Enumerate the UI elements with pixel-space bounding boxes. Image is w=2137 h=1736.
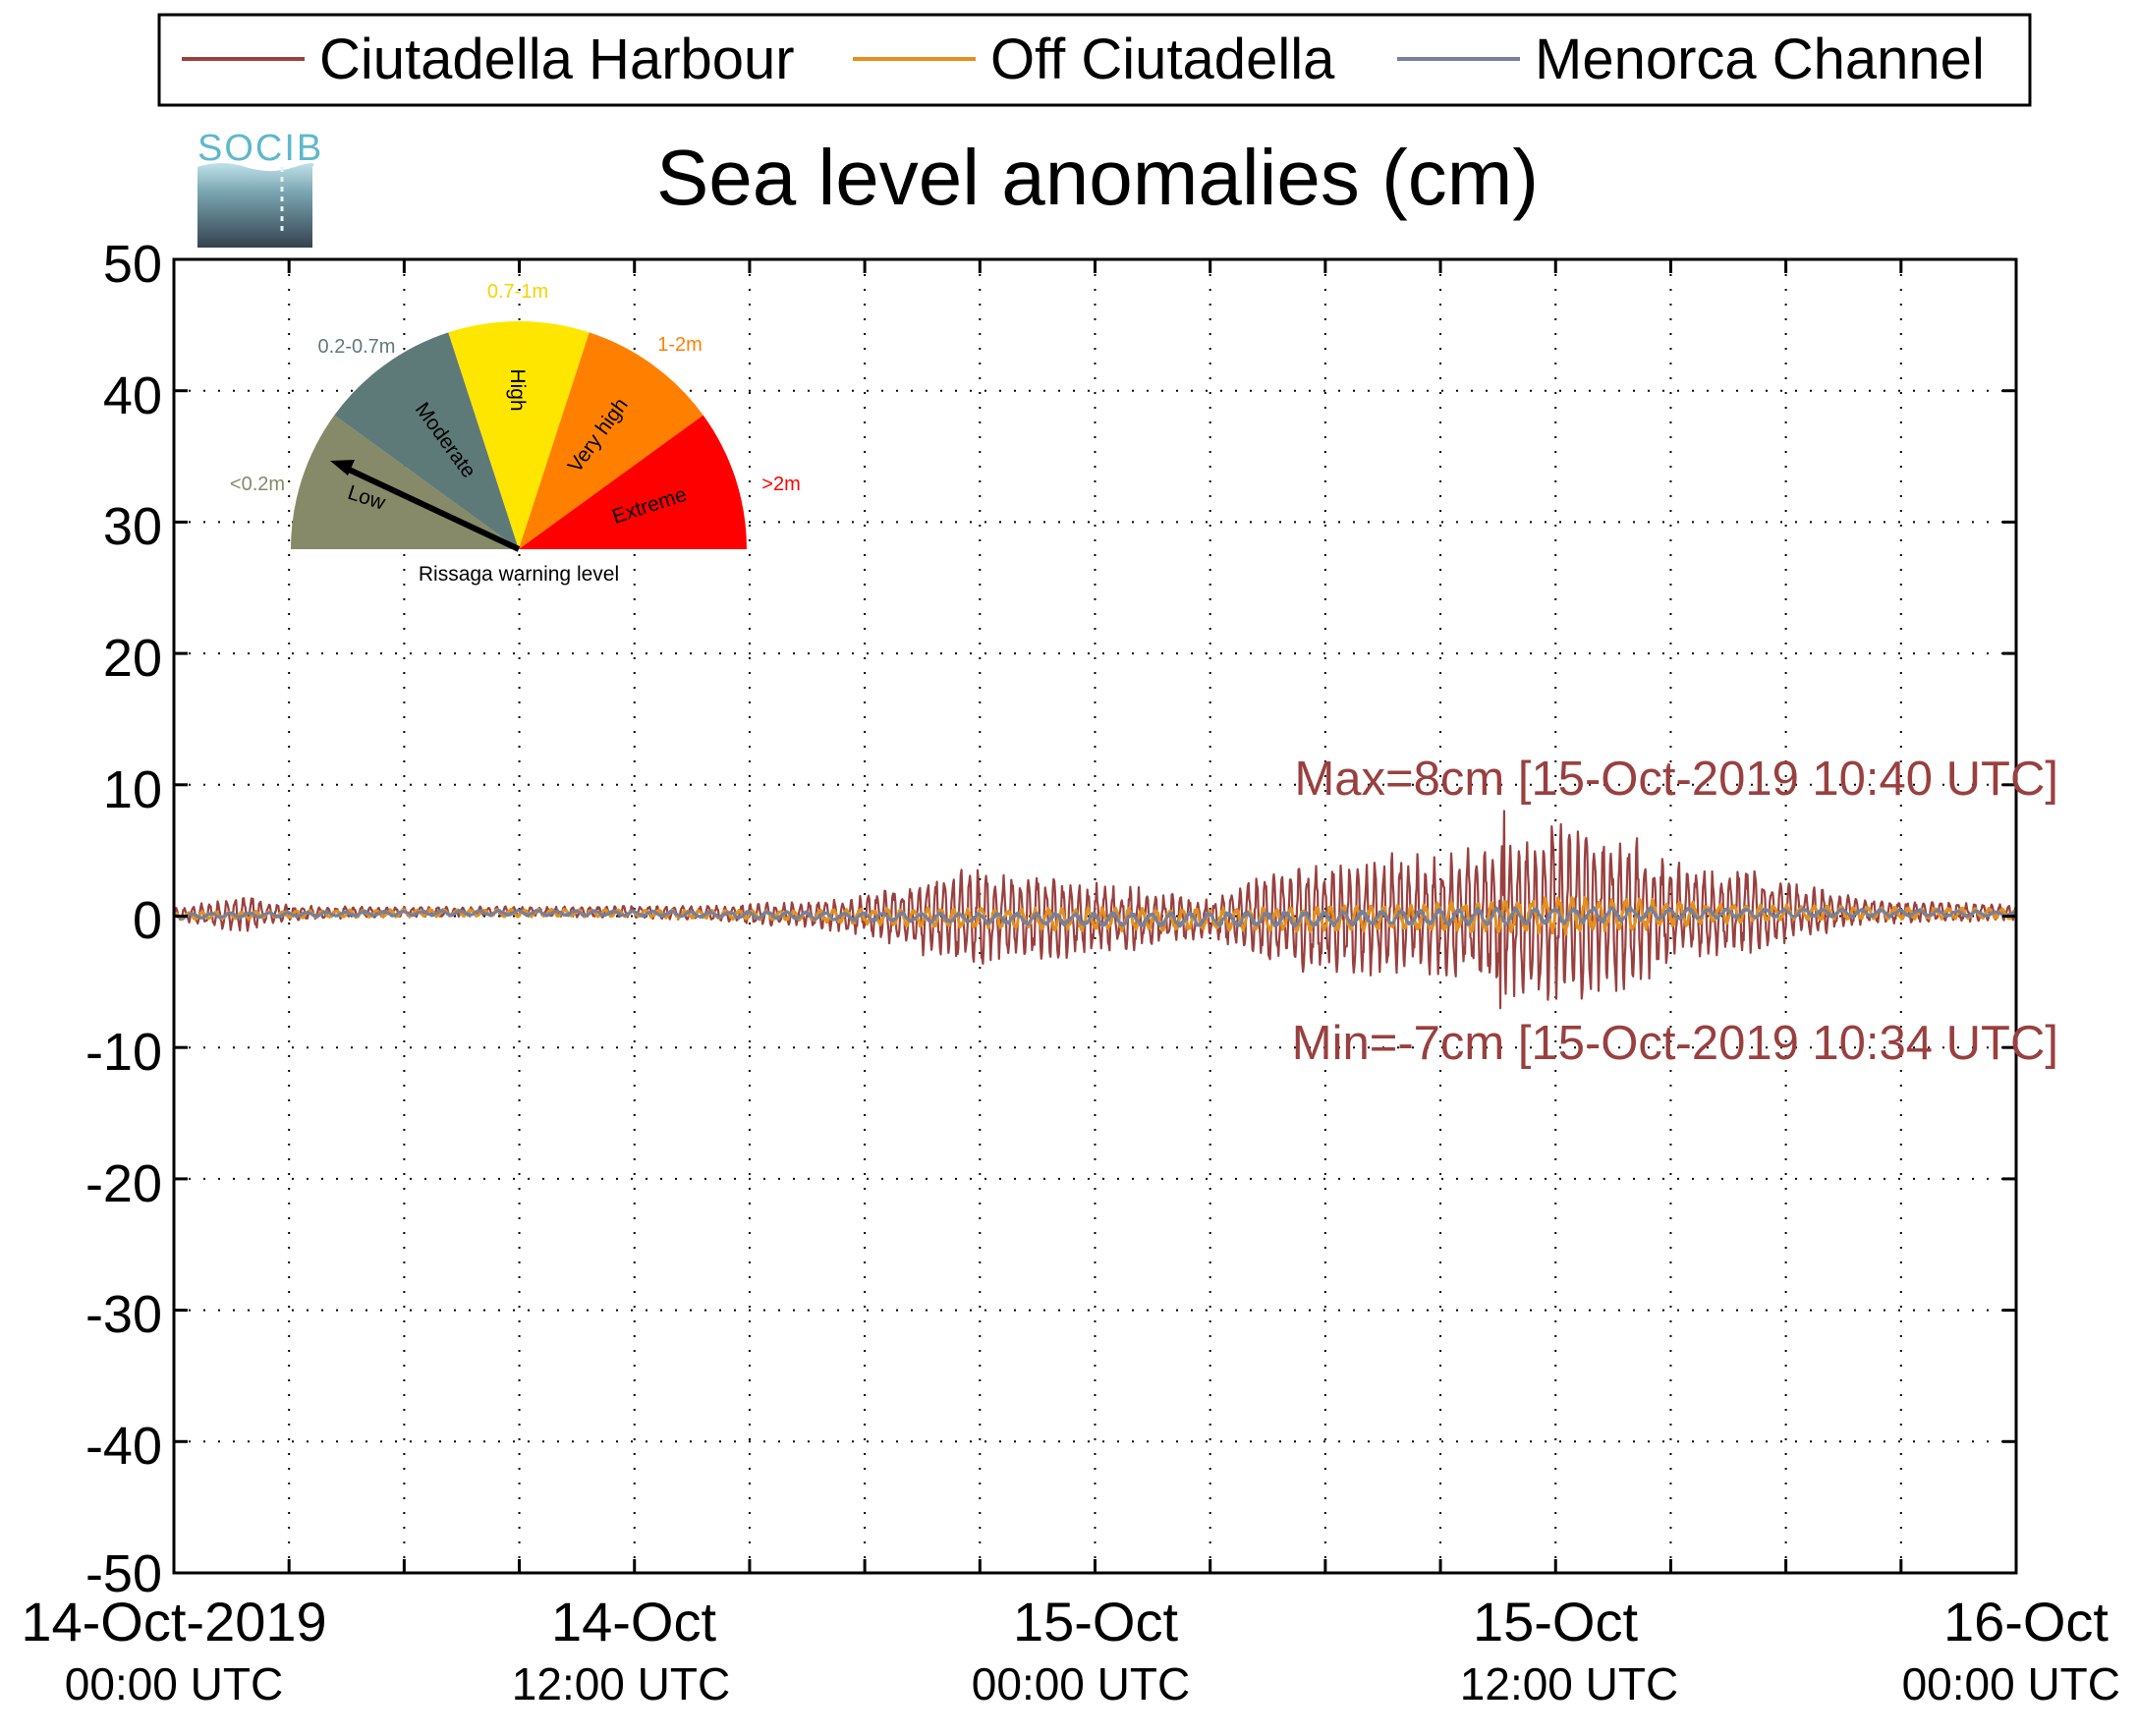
series-line-ciutadella-harbour <box>173 810 2018 1010</box>
legend: Ciutadella Harbour Off Ciutadella Menorc… <box>157 13 2032 107</box>
legend-label-menorca-channel: Menorca Channel <box>1535 28 1985 91</box>
x-tick-label-time: 00:00 UTC <box>1902 1658 2120 1709</box>
series-line-menorca-channel <box>173 906 2017 928</box>
y-tick-label: 0 <box>133 891 162 950</box>
x-tick-label-time: 00:00 UTC <box>972 1658 1190 1709</box>
x-tick-label-time: 12:00 UTC <box>1460 1658 1678 1709</box>
x-tick-label-date: 16-Oct <box>1943 1591 2109 1652</box>
gauge-range-high: 0.7-1m <box>487 281 548 303</box>
rissaga-gauge: Low Moderate High Very high Extreme <0.2… <box>230 281 801 586</box>
logo-wave <box>197 163 314 248</box>
logo-text: SOCIB <box>197 128 323 169</box>
socib-logo: SOCIB <box>197 128 323 248</box>
y-tick-labels: 50 40 30 20 10 0 -10 -20 -30 -40 -50 <box>85 235 162 1603</box>
y-tick-label: 50 <box>103 235 162 294</box>
gauge-range-low: <0.2m <box>230 474 285 495</box>
y-tick-label: 40 <box>103 366 162 425</box>
y-tick-label: 20 <box>103 629 162 688</box>
gauge-sector-label-high: High <box>506 368 529 411</box>
x-tick-label-date: 14-Oct-2019 <box>21 1591 326 1652</box>
x-tick-label-date: 15-Oct <box>1013 1591 1178 1652</box>
chart-title: Sea level anomalies (cm) <box>656 134 1539 221</box>
legend-label-off-ciutadella: Off Ciutadella <box>990 28 1335 91</box>
legend-box <box>157 13 2032 107</box>
series-group <box>173 810 2018 1010</box>
max-annotation: Max=8cm [15-Oct-2019 10:40 UTC] <box>1294 753 2058 806</box>
ticks <box>174 259 2016 1573</box>
y-tick-label: -10 <box>85 1023 162 1082</box>
x-tick-label-date: 15-Oct <box>1473 1591 1638 1652</box>
gauge-needle-arrowhead <box>330 460 355 476</box>
y-tick-label: 30 <box>103 497 162 556</box>
gauge-sector-high <box>448 321 590 549</box>
gauge-title: Rissaga warning level <box>419 563 619 586</box>
x-tick-label-time: 00:00 UTC <box>65 1658 283 1709</box>
gauge-range-extreme: >2m <box>761 474 800 495</box>
y-tick-label: -40 <box>85 1417 162 1476</box>
gauge-sector-low <box>291 415 519 549</box>
x-tick-labels: 14-Oct-2019 00:00 UTC 14-Oct 12:00 UTC 1… <box>21 1591 2120 1709</box>
y-tick-label: -30 <box>85 1285 162 1344</box>
x-tick-label-time: 12:00 UTC <box>512 1658 730 1709</box>
y-tick-label: 10 <box>103 760 162 819</box>
gauge-sector-moderate <box>334 332 519 549</box>
y-tick-label: -50 <box>85 1544 162 1603</box>
x-tick-label-date: 14-Oct <box>551 1591 716 1652</box>
gauge-sector-extreme <box>519 415 747 549</box>
gauge-range-very-high: 1-2m <box>657 334 703 356</box>
y-tick-label: -20 <box>85 1154 162 1213</box>
gauge-range-moderate: 0.2-0.7m <box>318 336 396 358</box>
min-annotation: Min=-7cm [15-Oct-2019 10:34 UTC] <box>1292 1017 2058 1070</box>
gauge-needle <box>343 465 521 552</box>
gauge-sector-very-high <box>519 332 703 549</box>
legend-label-ciutadella-harbour: Ciutadella Harbour <box>319 28 795 91</box>
